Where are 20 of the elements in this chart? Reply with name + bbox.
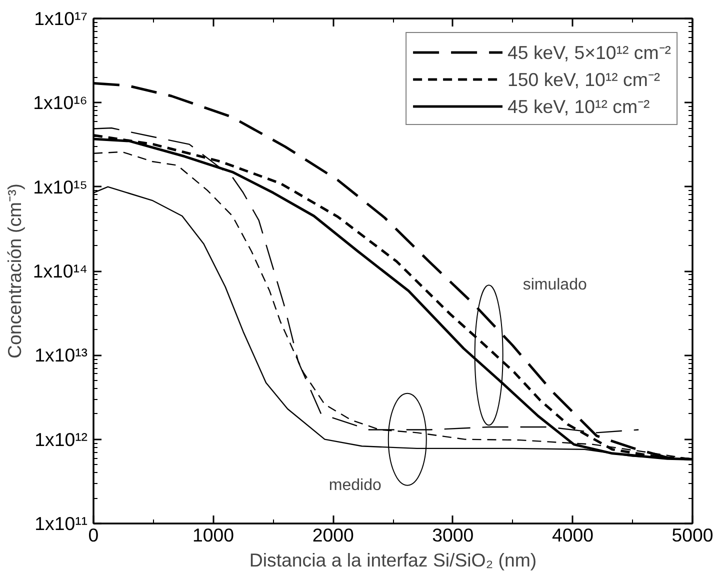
y-tick-label: 1x10¹⁵ <box>33 176 88 198</box>
x-tick-label: 3000 <box>432 524 474 546</box>
y-tick-label: 1x10¹⁶ <box>33 92 88 114</box>
annotation: simulado <box>522 276 587 294</box>
y-tick-label: 1x10¹³ <box>34 344 88 366</box>
x-tick-label: 1000 <box>192 524 234 546</box>
y-axis-title: Concentración (cm⁻³) <box>4 183 25 358</box>
x-tick-label: 0 <box>88 524 99 546</box>
legend-label: 45 keV, 10¹² cm⁻² <box>508 95 650 118</box>
x-tick-label: 5000 <box>672 524 714 546</box>
y-tick-label: 1x10¹⁷ <box>34 8 88 29</box>
x-tick-label: 4000 <box>552 524 594 546</box>
y-tick-label: 1x10¹² <box>34 428 88 450</box>
legend-label: 45 keV, 5×10¹² cm⁻² <box>508 41 671 64</box>
annotation: medido <box>328 476 382 494</box>
legend-label: 150 keV, 10¹² cm⁻² <box>508 68 660 91</box>
x-tick-label: 2000 <box>312 524 354 546</box>
y-tick-label: 1x10¹⁴ <box>32 260 88 282</box>
x-axis-title: Distancia a la interfaz Si/SiO₂ (nm) <box>249 550 537 570</box>
y-tick-label: 1x10¹¹ <box>34 513 88 534</box>
